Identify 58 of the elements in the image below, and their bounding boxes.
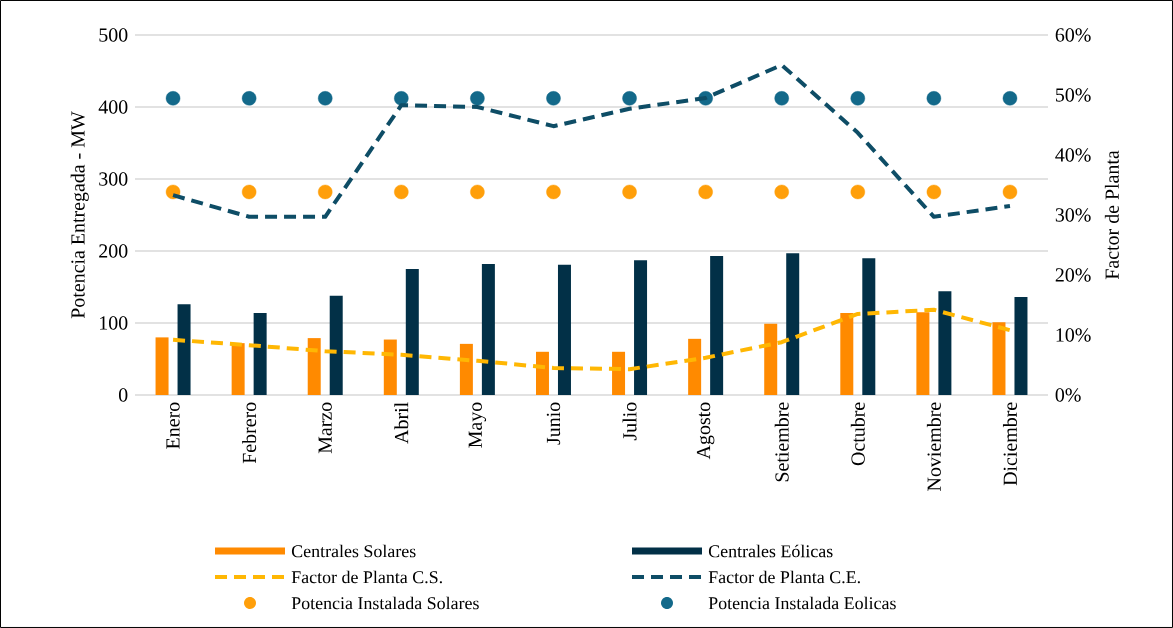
bar (177, 304, 191, 395)
bar (1014, 297, 1028, 395)
y2-tick-label: 20% (1055, 268, 1091, 282)
bar (459, 343, 473, 395)
bar (253, 312, 267, 395)
bar (307, 338, 321, 395)
bar (329, 295, 343, 395)
x-tick-label: Enero (166, 402, 180, 449)
bar (992, 322, 1006, 395)
bar (862, 258, 876, 395)
y-tick-label: 0 (118, 388, 128, 402)
legend-label: Potencia Instalada Solares (291, 596, 479, 610)
bar (535, 351, 549, 395)
y2-tick-label: 30% (1055, 208, 1091, 222)
x-tick-label: Setiembre (774, 402, 789, 482)
bar (710, 256, 724, 395)
y-tick-label: 200 (99, 244, 128, 258)
bar (764, 323, 778, 395)
x-tick-label: Abril (394, 402, 409, 444)
bar (612, 351, 626, 395)
legend-label: Potencia Instalada Eolicas (708, 596, 896, 610)
y-tick-label: 500 (99, 28, 128, 42)
bar (688, 338, 702, 395)
y2-tick-label: 10% (1056, 328, 1091, 342)
x-tick-label: Diciembre (1002, 402, 1017, 486)
y-axis-title: Potencia Entregada - MW (70, 111, 89, 319)
x-tick-label: Agosto (696, 402, 715, 460)
bar (634, 260, 648, 395)
bar (557, 264, 571, 395)
y-tick-label: 100 (100, 316, 128, 330)
y2-tick-label: 0% (1055, 388, 1081, 402)
y2-tick-label: 60% (1055, 28, 1091, 42)
bar (405, 268, 419, 395)
bar (481, 263, 495, 395)
y2-tick-label: 50% (1056, 88, 1091, 102)
x-tick-label: Octubre (850, 402, 865, 466)
x-tick-label: Mayo (468, 402, 487, 448)
bar (155, 337, 169, 395)
bar (383, 339, 397, 395)
y2-axis-title: Factor de Planta (1104, 150, 1119, 280)
x-tick-label: Febrero (242, 402, 257, 464)
bar (938, 291, 952, 395)
bar (786, 253, 800, 395)
y2-tick-label: 40% (1055, 148, 1091, 162)
x-tick-label: Noviembre (926, 402, 941, 491)
bar (231, 343, 245, 395)
line-series (171, 307, 1012, 372)
bar (916, 312, 930, 395)
legend-label: Factor de Planta C.E. (708, 570, 860, 584)
legend-label: Factor de Planta C.S. (291, 570, 442, 584)
x-tick-label: Junio (546, 402, 561, 445)
legend-label: Centrales Solares (291, 544, 416, 558)
x-tick-label: Julio (622, 402, 637, 441)
y-tick-label: 300 (99, 172, 128, 186)
y-tick-label: 400 (98, 100, 128, 114)
x-tick-label: Marzo (318, 402, 332, 454)
legend-label: Centrales Eólicas (708, 544, 833, 558)
bar (840, 312, 854, 395)
